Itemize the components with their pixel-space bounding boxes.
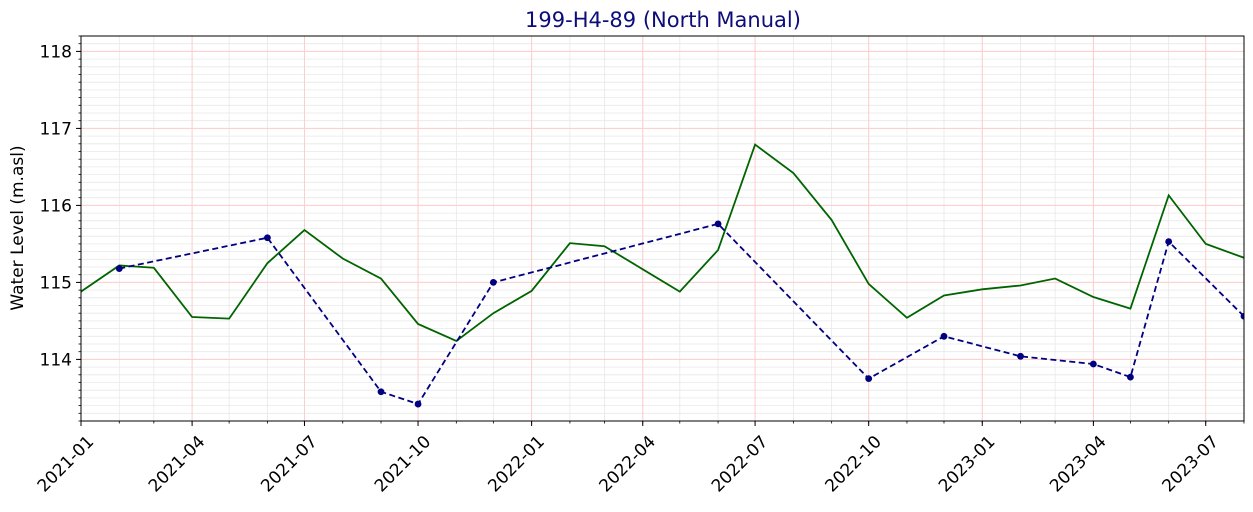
series-point <box>940 332 948 340</box>
y-tick-label: 118 <box>40 42 72 62</box>
y-tick-label: 114 <box>40 350 72 370</box>
x-tick-label: 2023-01 <box>935 432 999 496</box>
x-tick-label: 2021-01 <box>34 432 98 496</box>
series-line-2 <box>119 222 1244 406</box>
series-point <box>1127 373 1134 381</box>
series-layer <box>81 143 1244 408</box>
x-tick-label: 2021-10 <box>371 432 435 496</box>
series-point <box>489 279 497 286</box>
series-point <box>115 265 123 272</box>
x-tick-label: 2021-07 <box>257 432 321 496</box>
x-tick-label: 2021-04 <box>145 432 209 496</box>
series-point <box>865 375 873 383</box>
chart-title: 199-H4-89 (North Manual) <box>525 8 801 32</box>
x-tick-label: 2022-04 <box>596 432 660 496</box>
series-group-1 <box>81 143 1244 342</box>
series-point <box>377 388 385 396</box>
y-tick-label: 117 <box>40 119 72 139</box>
x-tick-label: 2022-01 <box>484 432 548 496</box>
series-point <box>1089 360 1097 368</box>
series-point <box>414 400 422 408</box>
y-axis-label: Water Level (m.asl) <box>8 145 28 310</box>
series-point <box>714 220 722 228</box>
y-axis: 114 115 116 117 118 <box>40 35 81 422</box>
grid <box>80 35 1245 422</box>
x-tick-label: 2023-07 <box>1159 432 1223 496</box>
x-tick-label: 2023-04 <box>1046 432 1110 496</box>
series-group-2 <box>115 220 1244 408</box>
series-point <box>264 234 271 242</box>
series-point <box>1165 238 1173 245</box>
y-tick-label: 116 <box>40 196 72 216</box>
x-axis: 2021-01 2021-04 2021-07 2021-10 2022-01 2022-… <box>34 421 1245 496</box>
series-point <box>1240 312 1244 320</box>
series-line-1 <box>81 143 1244 342</box>
x-tick-label: 2022-07 <box>708 432 772 496</box>
y-tick-label: 115 <box>40 273 72 293</box>
x-tick-label: 2022-10 <box>821 432 885 496</box>
series-point <box>1017 352 1024 360</box>
